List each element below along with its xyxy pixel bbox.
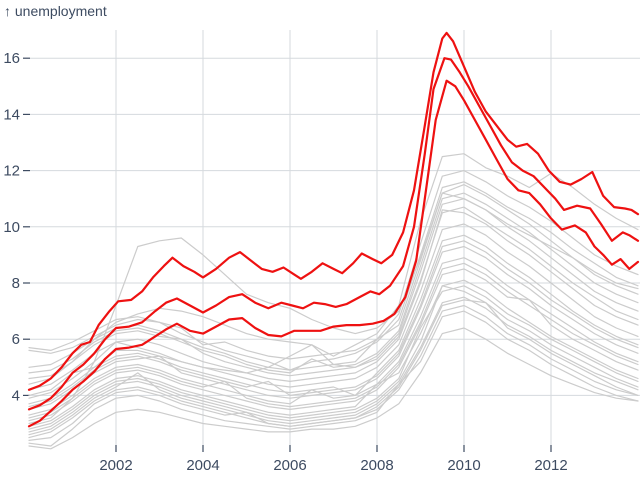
y-tick-label: 12 [3,163,20,180]
y-tick-label: 6 [12,331,20,348]
y-tick-label: 10 [3,219,20,236]
series-line-muted-19 [28,192,639,374]
series-line-muted-1 [28,192,639,425]
y-tick-label: 8 [12,275,20,292]
x-tick-label: 2004 [186,457,219,474]
muted-series-lines [28,153,639,450]
series-line-muted-18 [28,181,639,371]
series-line-muted-23 [28,296,639,436]
series-line-muted-5 [28,198,639,380]
series-line-highlighted-3 [27,79,640,428]
highlighted-series-lines [27,31,640,428]
series-line-muted-16 [28,327,639,450]
series-line-muted-6 [28,209,639,391]
series-line-muted-20 [28,240,639,408]
y-tick-label: 16 [3,50,20,67]
x-tick-label: 2002 [99,457,132,474]
series-line-muted-24 [28,304,639,441]
series-line-muted-2 [28,153,639,385]
x-tick-label: 2010 [447,457,480,474]
y-axis-title: ↑ unemployment [4,3,107,19]
series-line-muted-9 [28,245,639,410]
y-tick-label: 4 [12,387,20,404]
series-line-muted-17 [28,206,639,396]
axis-labels: 4 6 8 10 12 14 16 2002 2004 2006 2008 2010 2012 [3,50,567,474]
series-line-muted-8 [28,234,639,405]
series-line-muted-3 [28,170,639,360]
series-line-muted-12 [28,279,639,427]
x-tick-label: 2008 [360,457,393,474]
series-line-highlighted-2 [27,57,640,411]
series-line-muted-15 [28,310,639,447]
series-line-muted-11 [28,268,639,422]
x-tick-label: 2006 [273,457,306,474]
series-line-highlighted-1 [27,31,640,391]
series-line-muted-22 [28,285,639,430]
series-line-muted-21 [28,262,639,419]
x-tick-label: 2012 [534,457,567,474]
series-line-muted-13 [28,285,639,433]
series-line-muted-7 [28,223,639,399]
series-line-muted-10 [28,257,639,416]
y-tick-label: 14 [3,106,20,123]
